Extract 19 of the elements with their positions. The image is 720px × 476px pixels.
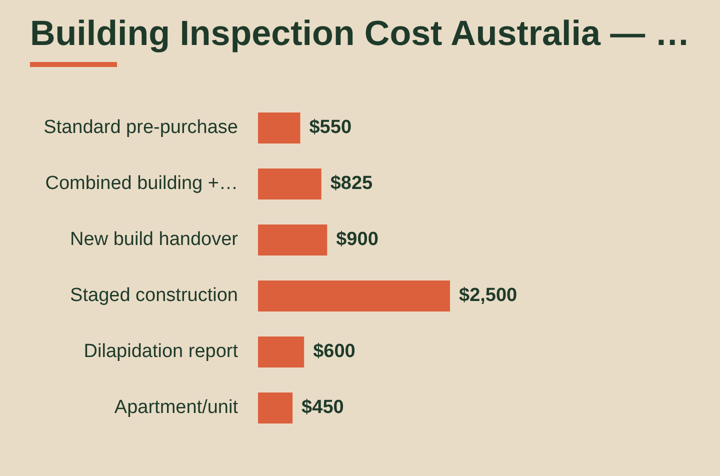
- y-tick-label: Dilapidation report: [84, 341, 239, 362]
- y-tick-label: Combined building +…: [45, 173, 238, 194]
- data-label: $450: [302, 397, 344, 418]
- data-label: $900: [336, 229, 378, 250]
- data-label: $550: [309, 117, 352, 138]
- y-tick-label: Standard pre-purchase: [44, 117, 238, 138]
- y-tick-label: Apartment/unit: [114, 397, 239, 418]
- y-tick-label: Staged construction: [70, 285, 238, 306]
- bar: [258, 168, 322, 200]
- bar: [258, 392, 293, 424]
- bar: [258, 224, 328, 256]
- bar: [258, 112, 300, 144]
- data-label: $825: [330, 173, 374, 194]
- bar: [258, 336, 304, 368]
- bar: [258, 280, 450, 312]
- data-label: $600: [313, 341, 356, 362]
- y-tick-label: New build handover: [70, 229, 239, 250]
- data-label: $2,500: [459, 285, 518, 306]
- chart-title: Building Inspection Cost Australia — …: [30, 14, 690, 54]
